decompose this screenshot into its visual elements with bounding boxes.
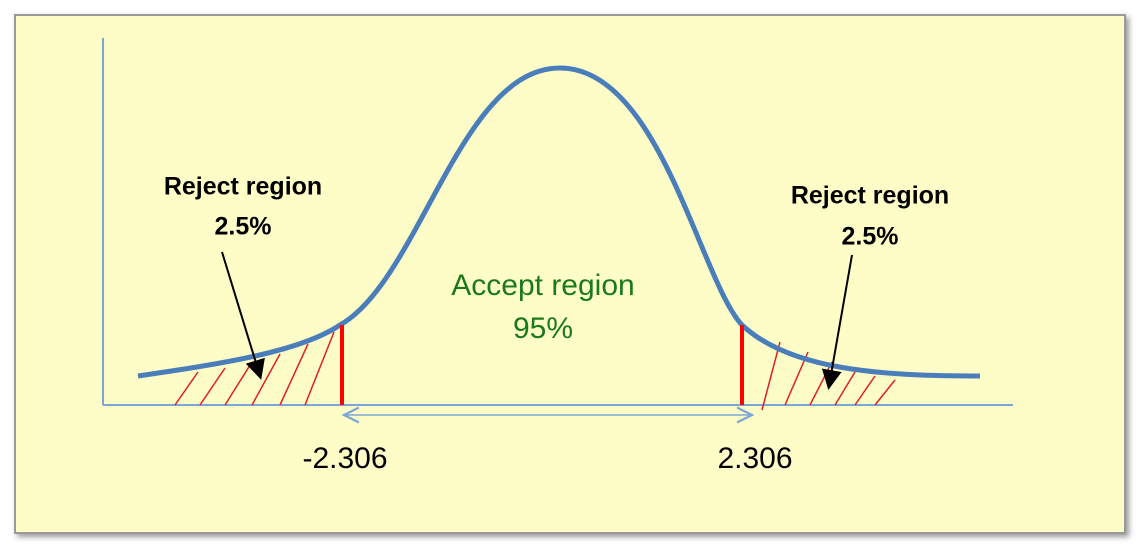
left-critical-value: -2.306: [302, 442, 387, 475]
left-reject-label: Reject region: [164, 173, 322, 201]
right-critical-value: 2.306: [717, 442, 792, 475]
accept-percent: 95%: [513, 312, 573, 345]
right-reject-percent: 2.5%: [842, 223, 899, 251]
panel: [14, 14, 1126, 534]
right-reject-label: Reject region: [791, 182, 949, 210]
left-hatch: [174, 331, 335, 406]
left-reject-percent: 2.5%: [215, 213, 272, 241]
right-hatch: [761, 341, 896, 411]
accept-label: Accept region: [451, 269, 634, 302]
distribution-curve: [137, 65, 981, 379]
left-pointer: [221, 251, 265, 380]
right-pointer: [821, 254, 853, 390]
